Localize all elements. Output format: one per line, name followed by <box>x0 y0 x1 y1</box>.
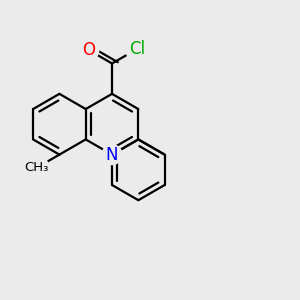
Text: CH₃: CH₃ <box>24 161 48 175</box>
Circle shape <box>24 155 49 181</box>
Circle shape <box>102 145 122 164</box>
Text: N: N <box>106 146 118 164</box>
Circle shape <box>79 40 99 60</box>
Text: O: O <box>82 41 95 59</box>
Text: Cl: Cl <box>129 40 145 58</box>
Circle shape <box>125 38 148 61</box>
